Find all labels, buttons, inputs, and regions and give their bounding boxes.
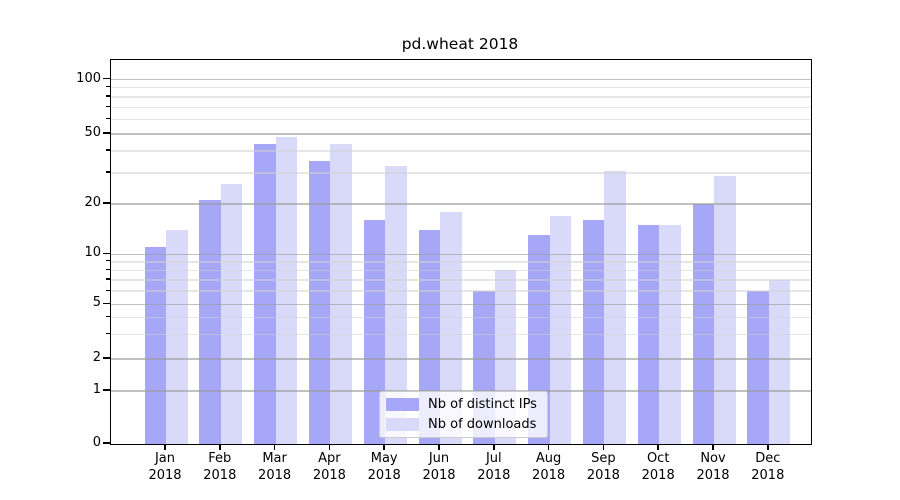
gridline-major: [111, 253, 811, 255]
y-tick-label: 1: [92, 382, 101, 397]
gridline-minor: [111, 261, 811, 263]
gridline-major: [111, 133, 811, 135]
gridline-major: [111, 203, 811, 205]
bar-distinct-ips: [308, 161, 331, 444]
bar-downloads: [220, 183, 243, 444]
y-tick-label: 0: [92, 435, 101, 450]
bar-distinct-ips: [199, 200, 221, 444]
x-tick-label: Mar 2018: [258, 451, 292, 483]
gridline-minor: [111, 96, 811, 98]
x-tick-mark: [602, 444, 605, 450]
x-tick-label: Sep 2018: [586, 451, 620, 483]
gridline-minor: [111, 118, 811, 121]
y-tick-mark: [103, 389, 110, 391]
x-tick-mark: [438, 444, 440, 450]
y-tick-mark: [103, 252, 110, 255]
legend-swatch-downloads: [386, 418, 419, 431]
x-tick-mark: [273, 444, 276, 450]
x-tick-label: Jun 2018: [422, 451, 456, 483]
y-tick-label: 20: [84, 195, 101, 210]
x-tick-label: Jan 2018: [148, 451, 182, 483]
x-tick-label: May 2018: [367, 451, 401, 483]
gridline-major: [111, 78, 811, 81]
gridline-minor: [111, 290, 811, 292]
gridline-minor: [111, 106, 811, 109]
y-tick-label: 2: [92, 350, 101, 365]
legend-label-distinct-ips: Nb of distinct IPs: [428, 397, 537, 412]
x-tick-mark: [712, 444, 714, 450]
bar-distinct-ips: [747, 291, 769, 444]
bar-distinct-ips: [254, 143, 276, 444]
gridline-major: [111, 303, 811, 305]
gridline-minor: [111, 279, 811, 281]
y-tick-mark: [103, 357, 110, 359]
plot-area: [110, 59, 812, 445]
bar-distinct-ips: [692, 204, 714, 444]
legend-label-downloads: Nb of downloads: [428, 417, 537, 432]
x-tick-label: Dec 2018: [751, 451, 785, 483]
bar-downloads: [604, 170, 626, 444]
x-tick-mark: [493, 444, 495, 450]
x-tick-label: Apr 2018: [312, 451, 346, 483]
x-tick-mark: [657, 444, 659, 450]
x-tick-label: Aug 2018: [532, 451, 566, 483]
chart-title: pd.wheat 2018: [401, 35, 519, 53]
x-tick-label: Oct 2018: [641, 451, 675, 483]
y-tick-label: 100: [76, 70, 101, 86]
x-tick-label: Nov 2018: [696, 451, 730, 483]
bar-downloads: [549, 215, 572, 444]
bar-downloads: [768, 280, 791, 444]
y-tick-label: 50: [84, 125, 101, 140]
x-tick-mark: [547, 444, 550, 450]
y-tick-label: 10: [84, 245, 101, 261]
bar-distinct-ips: [144, 247, 166, 444]
bar-downloads: [330, 143, 352, 444]
y-tick-mark: [103, 202, 110, 204]
legend-item-distinct-ips: Nb of distinct IPs: [386, 397, 537, 412]
gridline-minor: [111, 316, 811, 319]
gridline-minor: [111, 87, 811, 89]
gridline-minor: [111, 269, 811, 272]
legend-item-downloads: Nb of downloads: [386, 417, 537, 432]
x-tick-mark: [164, 444, 166, 450]
y-tick-mark: [103, 77, 110, 80]
gridline-major: [111, 390, 811, 392]
legend-swatch-distinct-ips: [386, 398, 419, 411]
bar-downloads: [714, 175, 736, 444]
x-tick-label: Feb 2018: [203, 451, 237, 483]
x-tick-mark: [383, 444, 385, 450]
gridline-minor: [111, 150, 811, 152]
y-tick-label: 5: [92, 295, 101, 311]
y-tick-mark: [103, 442, 110, 444]
y-tick-mark: [103, 132, 110, 134]
x-tick-mark: [219, 444, 221, 450]
gridline-major: [111, 358, 811, 360]
gridline-minor: [111, 172, 811, 174]
x-tick-label: Jul 2018: [477, 451, 511, 483]
y-tick-mark: [103, 302, 110, 305]
x-tick-mark: [328, 444, 331, 450]
bar-distinct-ips: [363, 220, 386, 444]
gridline-minor: [111, 334, 811, 336]
legend: Nb of distinct IPs Nb of downloads: [379, 391, 548, 438]
x-tick-mark: [767, 444, 769, 450]
bar-distinct-ips: [582, 220, 605, 444]
